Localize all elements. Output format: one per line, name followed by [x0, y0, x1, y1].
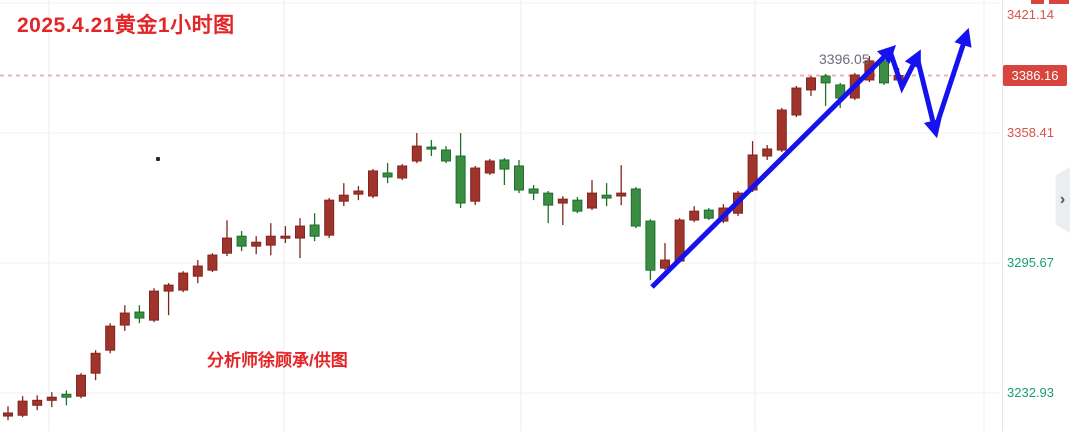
price-tick-label: 3358.41	[1007, 125, 1054, 140]
cursor-dot	[156, 157, 160, 161]
chevron-right-icon: ›	[1059, 191, 1066, 208]
price-axis-separator	[1002, 0, 1003, 431]
trend-arrow-annotations	[650, 27, 972, 289]
analyst-watermark: 分析师徐顾承/供图	[207, 351, 348, 370]
top-edge-red-mark	[1031, 0, 1044, 4]
gridlines	[0, 0, 1000, 431]
price-tick-label: 3421.14	[1007, 7, 1054, 22]
price-tick-label: 3295.67	[1007, 254, 1054, 270]
current-price-badge: 3386.16	[1003, 65, 1067, 86]
expand-panel-button[interactable]: ›	[1055, 167, 1070, 233]
top-edge-red-mark	[1049, 0, 1069, 4]
candles	[3, 54, 904, 421]
price-axis[interactable]: 3386.16 3421.14 3358.41 3295.67 3232.93	[1003, 0, 1070, 431]
high-price-label: 3396.05	[819, 51, 870, 67]
chart-title: 2025.4.21黄金1小时图	[17, 14, 235, 37]
price-tick-label: 3232.93	[1007, 384, 1054, 400]
